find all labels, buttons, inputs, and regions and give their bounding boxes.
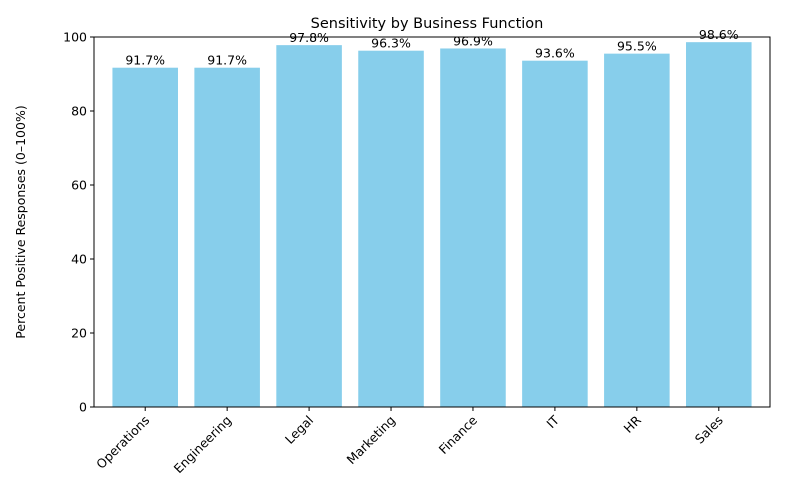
y-tick-label: 40 bbox=[71, 252, 87, 267]
y-tick-label: 0 bbox=[79, 400, 87, 415]
x-tick-label-finance: Finance bbox=[436, 412, 481, 457]
x-tick-label-marketing: Marketing bbox=[343, 413, 398, 468]
x-tick-label-hr: HR bbox=[621, 412, 645, 436]
bar-marketing bbox=[358, 50, 424, 407]
bar-sales bbox=[686, 42, 752, 408]
x-tick-label-sales: Sales bbox=[692, 413, 726, 447]
data-label: 96.3% bbox=[371, 36, 411, 51]
data-label: 91.7% bbox=[125, 53, 165, 68]
bars-group bbox=[112, 42, 752, 408]
data-label: 96.9% bbox=[453, 33, 493, 48]
bar-finance bbox=[440, 48, 506, 407]
chart-title: Sensitivity by Business Function bbox=[311, 16, 544, 32]
bar-legal bbox=[276, 45, 342, 407]
data-label: 95.5% bbox=[617, 39, 657, 54]
bar-operations bbox=[112, 67, 178, 408]
x-tick-label-it: IT bbox=[543, 412, 562, 431]
bar-hr bbox=[604, 53, 670, 408]
x-tick-label-operations: Operations bbox=[93, 413, 152, 472]
y-tick-label: 20 bbox=[71, 326, 87, 341]
plot-frame bbox=[93, 36, 771, 408]
data-label: 93.6% bbox=[535, 46, 575, 61]
bar-it bbox=[522, 60, 588, 408]
y-tick-label: 100 bbox=[63, 30, 87, 45]
data-label: 91.7% bbox=[207, 53, 247, 68]
y-axis-label: Percent Positive Responses (0–100%) bbox=[13, 105, 28, 338]
x-tick-label-legal: Legal bbox=[282, 413, 316, 447]
bar-engineering bbox=[194, 67, 260, 408]
y-tick-label: 60 bbox=[71, 178, 87, 193]
y-tick-label: 80 bbox=[71, 104, 87, 119]
x-tick-label-engineering: Engineering bbox=[171, 413, 235, 477]
labels-group: 91.7% 91.7% 97.8% 96.3% 96.9% 93.6% 95.5% 98.6% bbox=[125, 27, 738, 68]
data-label: 98.6% bbox=[699, 27, 739, 42]
data-label: 97.8% bbox=[289, 30, 329, 45]
